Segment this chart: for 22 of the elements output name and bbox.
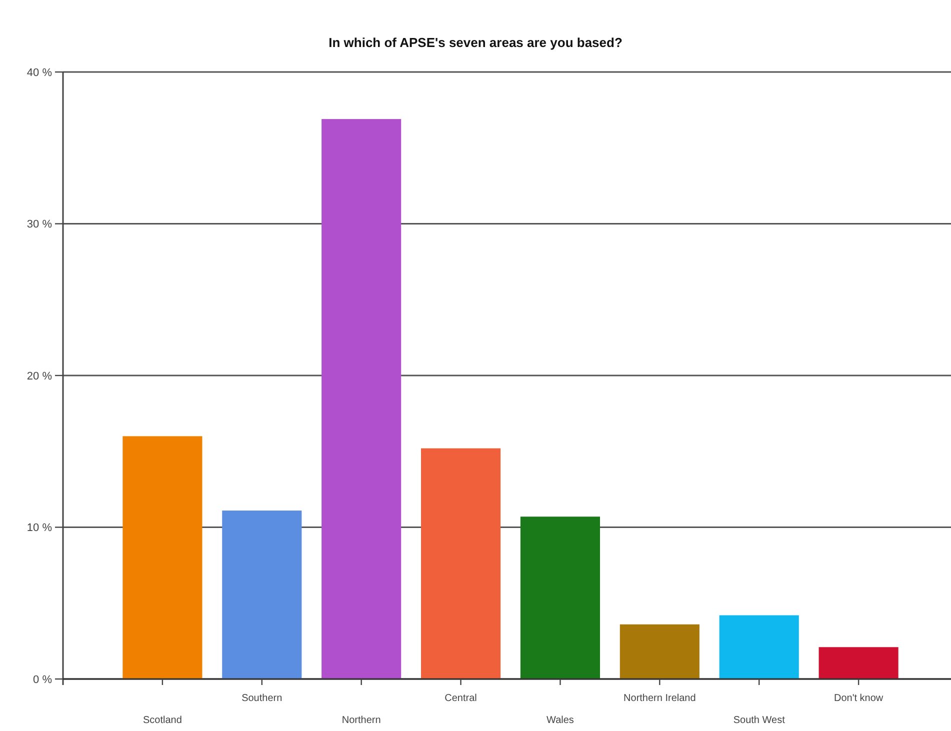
- y-tick-label: 0 %: [33, 674, 52, 686]
- bar: [620, 624, 700, 679]
- y-tick-label: 40 %: [26, 66, 52, 79]
- y-tick-label: 10 %: [26, 522, 52, 534]
- x-tick-label: South West: [733, 715, 786, 726]
- x-tick-label: Central: [444, 693, 477, 704]
- x-tick-label: Northern: [342, 715, 381, 726]
- bar: [520, 516, 600, 679]
- bar: [719, 615, 799, 679]
- y-tick-label: 20 %: [26, 370, 52, 382]
- bar: [322, 119, 402, 679]
- x-tick-label: Northern Ireland: [624, 693, 696, 704]
- x-tick-label: Southern: [242, 693, 282, 704]
- x-tick-label: Don't know: [834, 693, 884, 704]
- bar: [421, 448, 501, 679]
- x-tick-label: Scotland: [142, 715, 182, 726]
- x-tick-label: Wales: [546, 715, 574, 726]
- y-tick-label: 30 %: [26, 218, 52, 231]
- bar: [122, 436, 202, 679]
- bar: [222, 510, 302, 679]
- bar: [818, 647, 898, 679]
- chart-title: In which of APSE's seven areas are you based?: [328, 35, 622, 50]
